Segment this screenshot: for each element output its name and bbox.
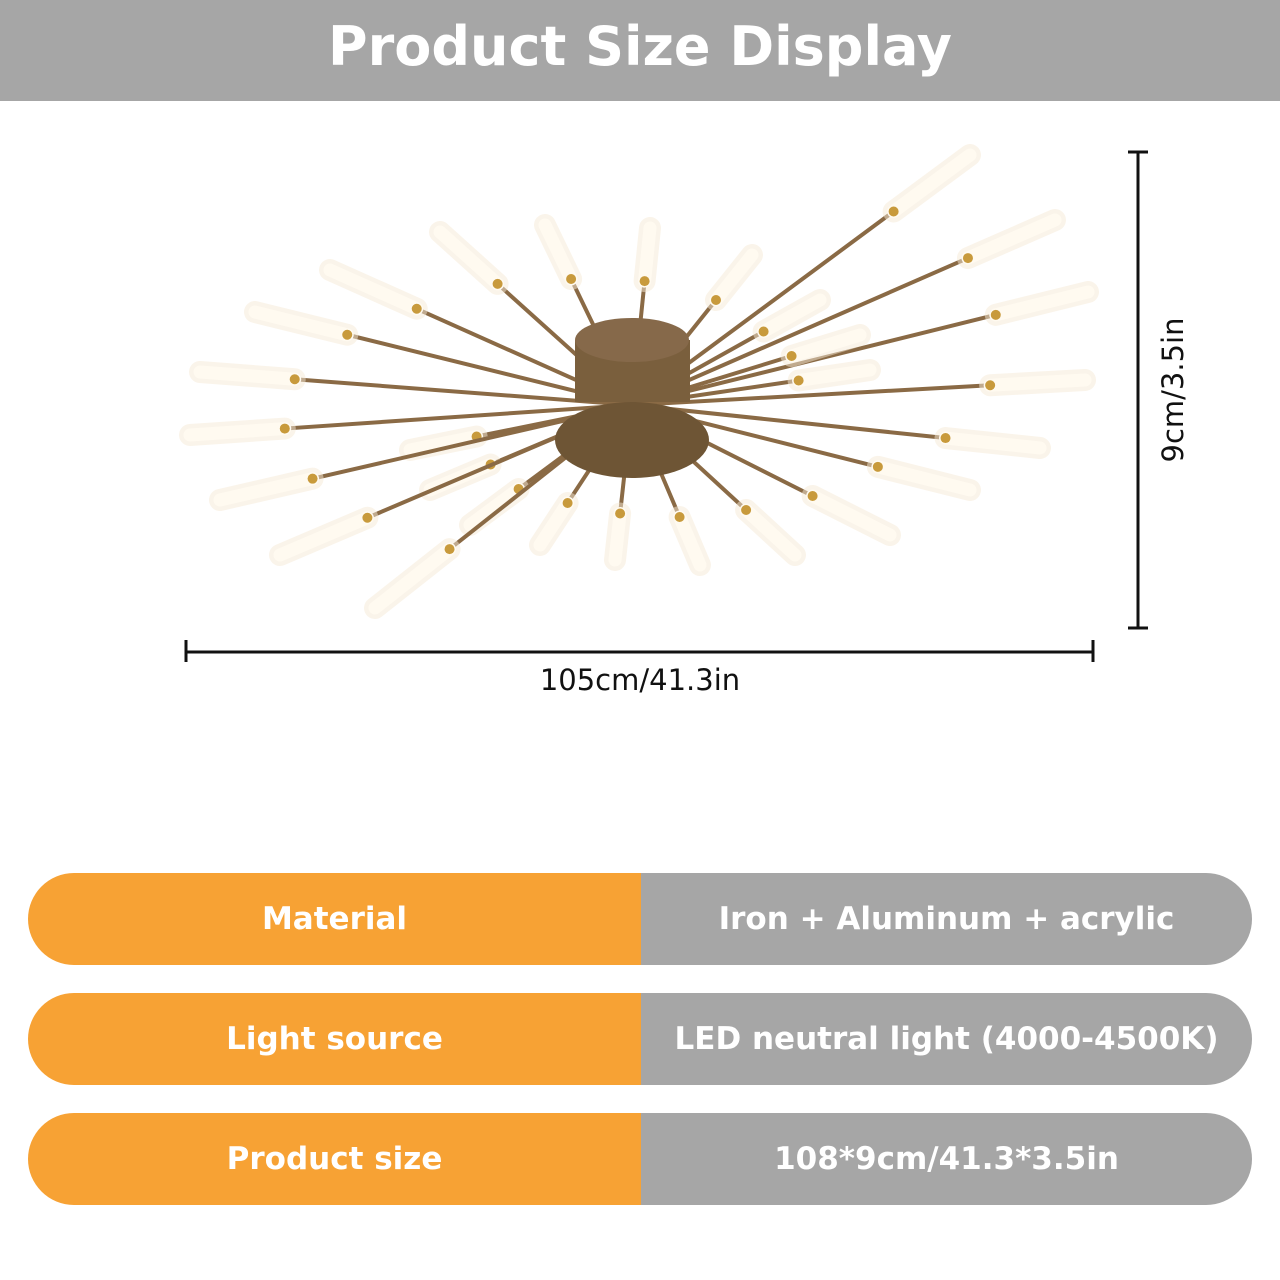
joint <box>793 375 804 386</box>
tube <box>433 225 505 291</box>
tube <box>273 511 374 562</box>
tube <box>709 248 759 307</box>
joint <box>639 276 650 287</box>
tube <box>871 460 977 497</box>
spec-value: LED neutral light (4000-4500K) <box>641 993 1252 1085</box>
tube <box>887 148 977 218</box>
joint <box>411 303 422 314</box>
tube <box>183 422 292 442</box>
joint <box>444 544 455 555</box>
tube <box>213 472 320 507</box>
spec-label: Material <box>28 873 641 965</box>
spec-row: Material Iron + Aluminum + acrylic <box>28 873 1252 965</box>
rod <box>631 383 991 407</box>
spec-label: Light source <box>28 993 641 1085</box>
joint <box>741 505 752 515</box>
joint <box>888 206 899 217</box>
canopy-plate <box>555 402 709 478</box>
joint <box>940 433 951 444</box>
tube <box>757 293 827 338</box>
width-label: 105cm/41.3in <box>540 663 740 697</box>
joint <box>872 461 883 472</box>
canopy-top <box>575 318 689 362</box>
joint <box>807 491 818 501</box>
spec-row: Product size 108*9cm/41.3*3.5in <box>28 1113 1252 1205</box>
joint <box>566 274 577 284</box>
tube <box>638 221 657 288</box>
chandelier <box>179 144 1099 619</box>
tube <box>608 507 627 567</box>
joint <box>674 512 685 522</box>
rod <box>284 403 633 431</box>
tube <box>739 503 802 562</box>
spec-value: 108*9cm/41.3*3.5in <box>641 1113 1252 1205</box>
width-dimension <box>184 640 1095 662</box>
tube <box>961 213 1062 265</box>
tube <box>538 218 578 286</box>
product-drawing: 105cm/41.3in 9cm/3.5in <box>179 144 1190 697</box>
tube <box>403 430 484 457</box>
tube <box>193 365 302 386</box>
tube <box>989 285 1095 322</box>
height-label: 9cm/3.5in <box>1156 318 1190 463</box>
tube <box>939 431 1047 455</box>
tube <box>533 496 575 552</box>
tube <box>368 542 457 615</box>
tube <box>806 489 897 542</box>
tube <box>673 510 707 572</box>
joint <box>492 278 503 289</box>
joint <box>985 380 996 391</box>
tube <box>792 363 877 387</box>
joint <box>289 374 300 385</box>
header-title: Product Size Display <box>0 0 1280 101</box>
tube <box>983 373 1092 392</box>
joint <box>615 508 626 519</box>
tube <box>463 482 526 532</box>
joint <box>342 329 353 340</box>
height-dimension <box>1128 150 1148 630</box>
joint <box>990 309 1001 320</box>
joint <box>711 295 721 305</box>
joint <box>962 253 973 264</box>
joint <box>786 351 797 361</box>
joint <box>758 326 769 337</box>
spec-value: Iron + Aluminum + acrylic <box>641 873 1252 965</box>
spec-label: Product size <box>28 1113 641 1205</box>
spec-row: Light source LED neutral light (4000-4500… <box>28 993 1252 1085</box>
joint <box>362 512 373 523</box>
joint <box>307 473 318 484</box>
joint <box>279 423 290 434</box>
joint <box>562 498 573 508</box>
tube <box>785 328 867 363</box>
tube <box>323 263 424 316</box>
rod <box>631 403 946 441</box>
tube <box>248 305 354 342</box>
